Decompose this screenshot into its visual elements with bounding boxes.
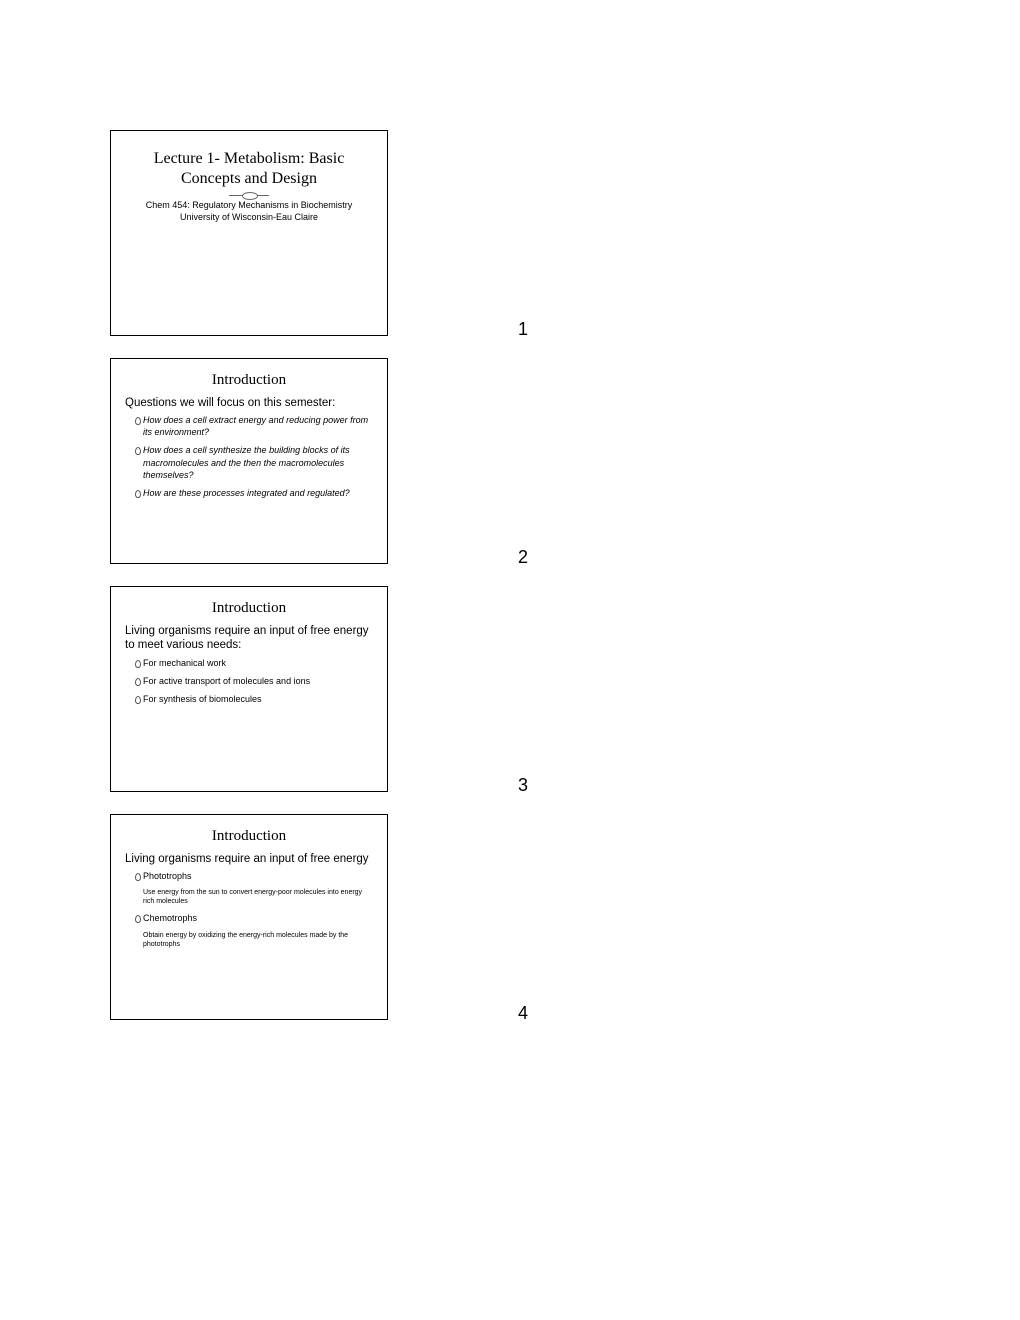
bullet-list: For mechanical work For active transport… <box>125 657 373 705</box>
slide-4: Introduction Living organisms require an… <box>110 814 388 1020</box>
slide-lead: Living organisms require an input of fre… <box>125 624 373 653</box>
slide-subtitle-1: Chem 454: Regulatory Mechanisms in Bioch… <box>125 200 373 212</box>
bullet-item: For mechanical work <box>135 657 373 669</box>
bullet-list: Phototrophs <box>125 870 373 882</box>
bullet-item: How does a cell synthesize the building … <box>135 444 373 480</box>
handout-page: Lecture 1- Metabolism: Basic Concepts an… <box>0 0 510 1020</box>
bullet-item: For synthesis of biomolecules <box>135 693 373 705</box>
slide-number: 2 <box>518 547 528 568</box>
slide-title: Introduction <box>125 827 373 846</box>
slide-block-1: Lecture 1- Metabolism: Basic Concepts an… <box>110 130 510 336</box>
ornament-divider <box>229 195 269 196</box>
slide-subtitle-2: University of Wisconsin-Eau Claire <box>125 212 373 224</box>
slide-block-2: Introduction Questions we will focus on … <box>110 358 510 564</box>
slide-block-3: Introduction Living organisms require an… <box>110 586 510 792</box>
slide-number: 3 <box>518 775 528 796</box>
bullet-list: Chemotrophs <box>125 912 373 924</box>
slide-block-4: Introduction Living organisms require an… <box>110 814 510 1020</box>
bullet-desc: Obtain energy by oxidizing the energy-ri… <box>143 931 373 949</box>
bullet-item: Phototrophs <box>135 870 373 882</box>
slide-number: 1 <box>518 319 528 340</box>
bullet-item: How does a cell extract energy and reduc… <box>135 414 373 438</box>
slide-title: Introduction <box>125 599 373 618</box>
slide-3: Introduction Living organisms require an… <box>110 586 388 792</box>
slide-title: Lecture 1- Metabolism: Basic Concepts an… <box>125 149 373 189</box>
slide-title: Introduction <box>125 371 373 390</box>
bullet-item: Chemotrophs <box>135 912 373 924</box>
slide-1: Lecture 1- Metabolism: Basic Concepts an… <box>110 130 388 336</box>
slide-2: Introduction Questions we will focus on … <box>110 358 388 564</box>
slide-lead: Living organisms require an input of fre… <box>125 852 373 866</box>
slide-number: 4 <box>518 1003 528 1024</box>
bullet-item: How are these processes integrated and r… <box>135 487 373 499</box>
bullet-list: How does a cell extract energy and reduc… <box>125 414 373 499</box>
slide-lead: Questions we will focus on this semester… <box>125 396 373 410</box>
bullet-desc: Use energy from the sun to convert energ… <box>143 888 373 906</box>
bullet-item: For active transport of molecules and io… <box>135 675 373 687</box>
